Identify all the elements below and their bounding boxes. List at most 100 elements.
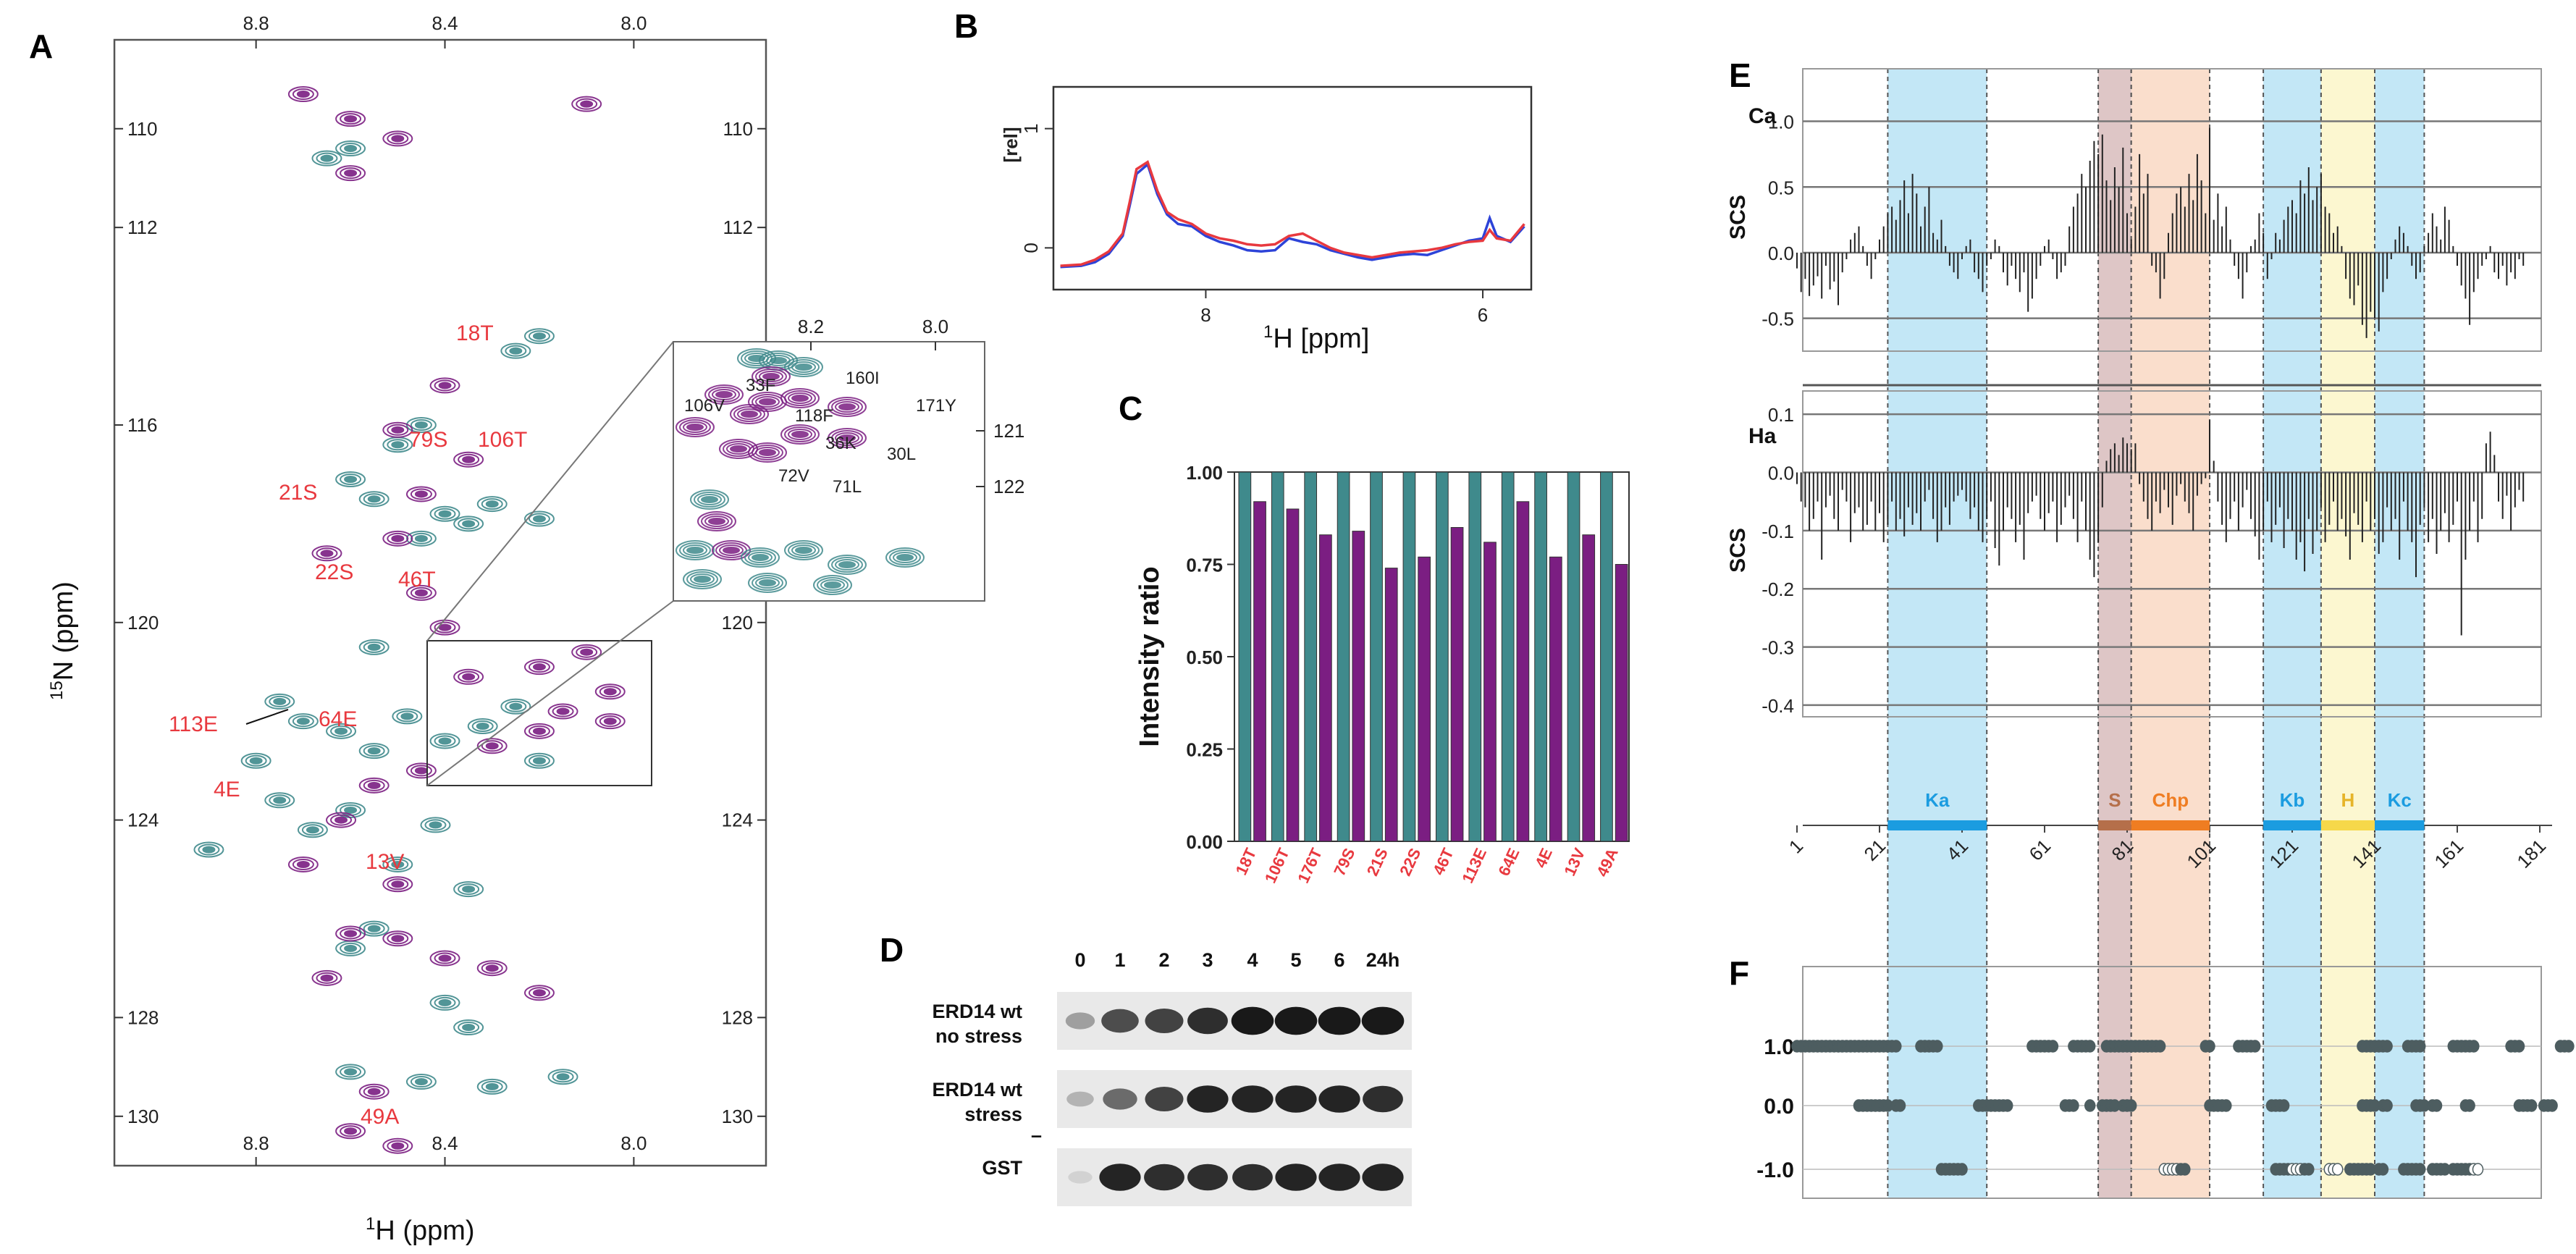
purple-peak-contour (296, 91, 310, 98)
teal-peak-contour (458, 883, 480, 896)
purple-bar (1384, 568, 1398, 842)
blot-band (1145, 1087, 1184, 1111)
inset-peak-contour (828, 428, 867, 448)
teal-peak-contour (340, 473, 362, 485)
top-tick-label: 8.8 (243, 12, 269, 34)
purple-peak-contour (429, 950, 460, 967)
inset-peak-contour (835, 401, 859, 413)
inset-peak-contour (838, 434, 856, 442)
residue-tick: 61 (2025, 835, 2055, 865)
inset-peak-contour (752, 445, 783, 460)
purple-peak-contour (571, 644, 602, 660)
inset-peak-label: 71L (833, 477, 862, 497)
teal-peak-contour (363, 493, 385, 505)
teal-peak-contour (306, 826, 319, 834)
teal-peak-contour (301, 824, 324, 836)
left-tick-label: 128 (127, 1006, 159, 1028)
inset-peak-contour (838, 403, 856, 411)
purple-bar (1253, 501, 1266, 842)
inset-peak-contour (690, 489, 729, 510)
panel-a-peaks (193, 86, 626, 1154)
panel-e-ha-ylabel-group: SCS (1726, 528, 1750, 573)
scs-y-tick: -0.4 (1761, 695, 1794, 717)
lane-label: 1 (1114, 949, 1125, 971)
region-band (2263, 69, 2321, 1198)
filled-dot (2303, 1163, 2315, 1176)
inset-peak-contour (712, 389, 736, 400)
lane-label: 4 (1247, 949, 1258, 971)
filled-dot (2377, 1163, 2389, 1176)
teal-peak-contour (311, 150, 342, 167)
panel-c-y-tick: 0.25 (1186, 739, 1223, 761)
panel-c-category-label: 21S (1363, 846, 1392, 879)
blot-band (1068, 1171, 1093, 1184)
purple-peak-contour (438, 382, 452, 390)
inset-peak-contour (755, 369, 787, 384)
panel-f-plot: 1.0 0.0 -1.0 (1756, 1035, 2575, 1182)
teal-peak-contour (335, 140, 366, 157)
panel-b-y-tick: 1 (1020, 123, 1042, 133)
residue-tick: 161 (2430, 835, 2467, 872)
inset-peak-contour (679, 419, 711, 435)
filled-dot (2468, 1040, 2480, 1053)
panel-f-y-tick: -1.0 (1756, 1158, 1794, 1182)
right-tick-label: 124 (722, 809, 753, 831)
filled-dot (2001, 1099, 2013, 1112)
purple-peak-contour (528, 725, 550, 737)
purple-peak-contour (485, 964, 499, 972)
purple-peak-contour (363, 779, 385, 791)
teal-peak-contour (523, 328, 555, 345)
inset-peak-contour (893, 552, 917, 563)
scs-y-tick: 1.0 (1768, 111, 1794, 133)
blot-band (1232, 1163, 1273, 1191)
teal-peak-contour (420, 817, 451, 833)
inset-peak-label: 160I (846, 369, 880, 388)
purple-peak-contour (429, 377, 460, 394)
teal-peak-contour (358, 743, 390, 759)
residue-tick: 21 (1860, 835, 1890, 865)
inset-peak-contour (788, 542, 820, 558)
residue-label: 79S (409, 428, 447, 452)
left-tick-label: 112 (127, 216, 157, 238)
inset-y-tick: 121 (993, 420, 1024, 442)
teal-peak-contour (340, 942, 362, 954)
purple-peak-contour (320, 974, 334, 982)
teal-peak-contour (556, 1073, 570, 1081)
panel-c-category-label: 4E (1531, 846, 1556, 871)
right-tick-label: 112 (723, 216, 753, 238)
panel-b-frame (1052, 85, 1533, 291)
teal-peak-contour (202, 846, 216, 854)
panel-c-category-label: 46T (1429, 845, 1457, 878)
inset-peak-contour (791, 395, 809, 402)
teal-peak-contour (509, 347, 523, 355)
inset-peak-contour (697, 511, 736, 531)
teal-peak-contour (438, 510, 452, 518)
panel-letter-c: C (1119, 390, 1142, 427)
blot-band (1318, 1085, 1360, 1113)
panel-c-category-label: 49A (1593, 845, 1622, 879)
left-tick-label: 110 (127, 118, 157, 140)
residue-tick: 1 (1785, 835, 1807, 857)
teal-peak-contour (429, 994, 460, 1011)
inset-peak-contour (784, 357, 823, 377)
purple-peak-contour (458, 670, 480, 683)
panel-b-ticks: 8 6 0 1 (1020, 123, 1488, 326)
panel-c-category-label: 113E (1458, 846, 1490, 886)
filled-dot (2414, 1163, 2426, 1176)
inset-peak-contour (885, 547, 925, 568)
purple-peak-contour (405, 486, 437, 502)
region-band (2131, 69, 2210, 1198)
blue-spectrum-line (1060, 162, 1525, 269)
purple-peak-contour (485, 742, 499, 750)
teal-peak-contour (547, 1069, 578, 1085)
inset-peak-contour (719, 439, 758, 459)
inset-peak-contour (889, 550, 921, 565)
purple-peak-contour (344, 1127, 358, 1135)
teal-peak-contour (367, 495, 381, 503)
teal-peak-contour (434, 735, 456, 747)
inset-peak-contour (686, 547, 704, 554)
teal-peak-contour (410, 1076, 432, 1088)
purple-bar (1319, 534, 1332, 842)
teal-peak-contour (363, 745, 385, 757)
